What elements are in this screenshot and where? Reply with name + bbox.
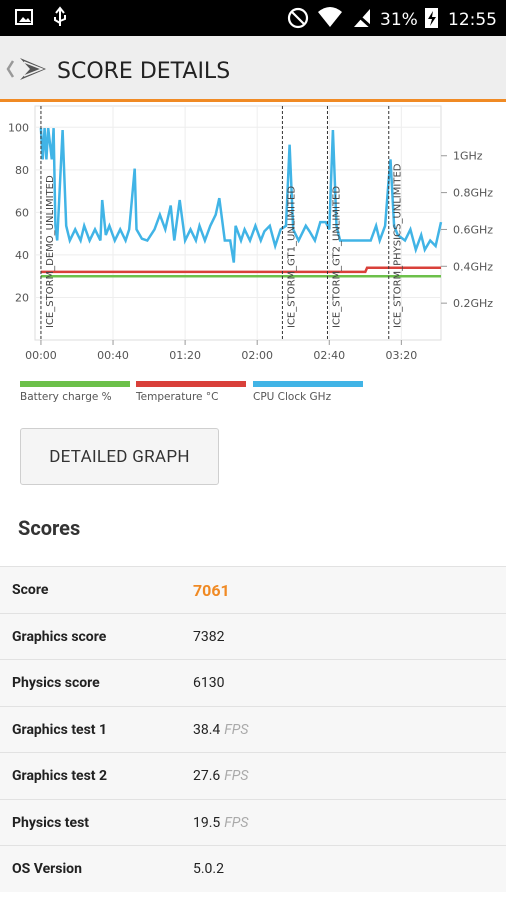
x-tick-label: 00:00 [25,349,57,362]
y2-tick-label: 0.8GHz [453,187,493,200]
score-row: OS Version 5.0.2 [0,845,506,892]
legend-label: Battery charge % [20,391,112,403]
x-tick-label: 03:20 [386,349,418,362]
y-tick-label: 60 [15,206,29,219]
y-tick-label: 20 [15,291,29,304]
legend-label: Temperature °C [135,391,218,403]
score-label: Physics score [12,675,100,691]
test-marker-label: ICE_STORM_PHYSICS_UNLIMITED [393,163,404,328]
score-unit: FPS [224,721,249,738]
dnd-icon-slash [291,11,305,25]
page-title: SCORE DETAILS [57,59,230,84]
score-unit: FPS [224,768,249,784]
test-marker-label: ICE_STORM_DEMO_UNLIMITED [45,175,56,328]
score-label: Graphics score [12,628,107,645]
series-line [39,127,443,263]
score-label: Score [12,582,49,598]
legend-swatch [136,381,246,387]
y2-tick-label: 0.4GHz [453,260,493,273]
score-row: Graphics score 7382 [0,612,506,659]
score-row: Graphics test 2 27.6 FPS [0,752,506,799]
gallery-icon [15,9,33,25]
back-arrow[interactable] [6,60,15,78]
usb-icon [54,6,66,26]
score-value: 7382 [193,628,225,645]
app-logo-detail [23,61,45,77]
signal-slash [350,8,374,30]
score-row: Score 7061 [0,566,506,613]
y-tick-label: 40 [15,249,29,262]
legend-swatch [20,381,130,387]
x-tick-label: 00:40 [97,349,129,362]
plot-frame [34,105,442,341]
series-line [40,266,441,274]
detailed-graph-button[interactable]: DETAILED GRAPH [20,428,219,485]
test-marker-label: ICE_STORM_GT2_UNLIMITED [331,186,342,328]
score-value: 5.0.2 [193,861,224,877]
dnd-icon [287,7,309,29]
status-icons: 31% 12:55 [15,6,497,30]
score-label: OS Version [12,861,82,877]
score-value: 38.4 FPS [193,721,249,738]
battery-percent: 31% [380,10,418,30]
app-bar: SCORE DETAILS [0,36,506,102]
score-row: Physics score 6130 [0,659,506,706]
gallery-icon-shape [19,17,31,22]
chart: 20 40 60 80 100 00:00 00:40 01:20 02:00 02:40 03:2… [8,105,493,403]
app-bar-graphics: SCORE DETAILS [6,58,230,84]
score-row: Physics test 19.5 FPS [0,798,506,845]
score-unit: FPS [224,814,249,831]
score-label: Graphics test 1 [12,721,108,738]
score-label: Graphics test 2 [12,768,108,784]
wifi-icon [318,7,342,27]
y2-tick-label: 1GHz [453,150,483,163]
score-value: 7061 [193,581,230,600]
status-bar: 31% 12:55 [0,0,506,36]
x-tick-label: 02:40 [313,349,345,362]
y2-tick-label: 0.2GHz [453,297,493,310]
scores-table: Score 7061 Graphics score 7382 Physics score… [0,566,506,892]
score-value: 6130 [193,675,225,691]
score-value: 27.6 FPS [193,768,249,784]
scores-heading: Scores [18,516,81,540]
x-tick-label: 01:20 [169,349,201,362]
charging-bolt [428,11,436,26]
score-label: Physics test [12,814,89,831]
test-marker-label: ICE_STORM_GT1_UNLIMITED [286,186,297,328]
y2-tick-label: 0.6GHz [453,223,493,236]
score-row: Graphics test 1 38.4 FPS [0,705,506,752]
clock: 12:55 [448,10,497,30]
y-tick-label: 80 [15,164,29,177]
legend-swatch [253,381,363,387]
legend-label: CPU Clock GHz [253,391,332,403]
x-tick-label: 02:00 [241,349,273,362]
score-value: 19.5 FPS [193,814,249,831]
y-tick-label: 100 [8,121,29,134]
